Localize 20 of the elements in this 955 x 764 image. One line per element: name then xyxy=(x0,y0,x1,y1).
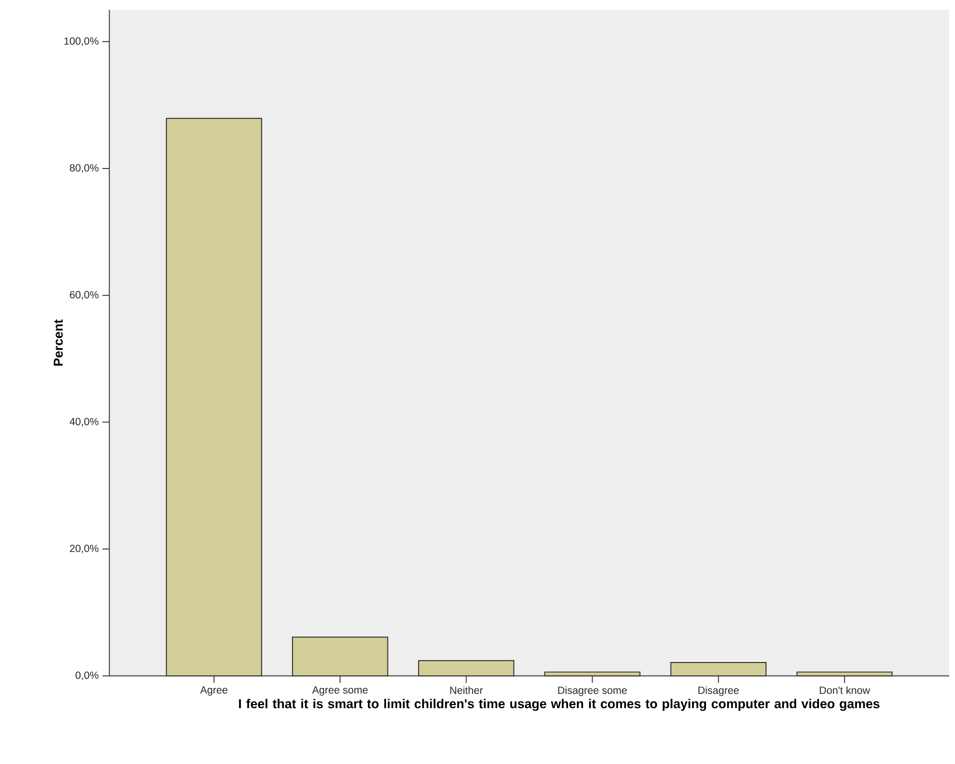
x-tick-label: Disagree xyxy=(698,686,739,696)
bar xyxy=(544,671,640,676)
x-tick-label: Agree some xyxy=(312,686,368,696)
x-tick-label: Don't know xyxy=(820,686,870,694)
x-tick-label: Agree xyxy=(200,686,228,696)
y-tick-label: 20,0% xyxy=(70,544,98,554)
x-tick-label: Neither xyxy=(450,686,483,694)
bar xyxy=(418,660,514,676)
y-axis-title: Percent xyxy=(54,319,63,366)
bar xyxy=(292,636,388,676)
x-tick-label: Disagree some xyxy=(558,686,627,696)
x-axis-title: I feel that it is smart to limit children's time usage when it comes to playing computer and video games xyxy=(239,698,880,711)
y-tick-label: 80,0% xyxy=(70,164,98,173)
y-tick-label: 60,0% xyxy=(70,290,98,300)
y-tick-label: 100,0% xyxy=(64,37,98,46)
y-tick-label: 0,0% xyxy=(76,671,99,680)
bar xyxy=(670,662,767,676)
y-tick-label: 40,0% xyxy=(70,418,98,426)
bar xyxy=(166,118,262,676)
bar xyxy=(796,671,893,676)
